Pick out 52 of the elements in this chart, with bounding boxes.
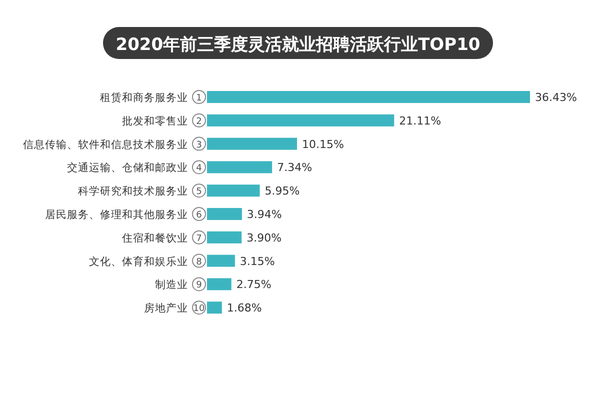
bar xyxy=(207,254,235,267)
data-label: 5.95% xyxy=(264,184,300,198)
annotation: 9 xyxy=(196,280,202,291)
rank: 8 xyxy=(192,254,206,268)
y-tick-label: 房地产业 xyxy=(144,302,188,315)
annotation: 6 xyxy=(196,210,202,220)
y-tick-label: 文化、体育和娱乐业 xyxy=(89,254,188,268)
data-label: 2.75% xyxy=(236,278,272,292)
rank: 2 xyxy=(192,113,206,128)
rank: 5 xyxy=(192,184,206,198)
y-tick-label: 信息传输、软件和信息技术服务业 xyxy=(23,138,188,151)
chart-title: 2020年前三季度灵活就业招聘活跃行业TOP10 xyxy=(116,35,480,55)
bar xyxy=(207,231,242,244)
annotation: 1 xyxy=(196,94,202,104)
title: 2020年前三季度灵活就业招聘活跃行业TOP10 xyxy=(103,27,493,59)
annotation: 4 xyxy=(196,164,202,174)
y-tick-label: 批发和零售业 xyxy=(122,114,188,128)
bar xyxy=(207,161,272,174)
annotation: 5 xyxy=(196,187,202,198)
rank: 4 xyxy=(192,160,206,174)
bar xyxy=(207,208,242,220)
rank: 9 xyxy=(192,277,206,292)
bar xyxy=(207,114,394,126)
data-label: 3.15% xyxy=(240,254,275,268)
y-tick-label: 住宿和餐饮业 xyxy=(122,231,188,244)
bar xyxy=(207,278,232,290)
bar xyxy=(207,91,530,103)
rank: 1 xyxy=(192,90,206,104)
y-tick-label: 交通运输、仓储和邮政业 xyxy=(67,161,188,174)
annotation: 2 xyxy=(196,116,202,127)
y-tick-label: 制造业 xyxy=(155,278,188,292)
y-tick-label: 居民服务、修理和其他服务业 xyxy=(45,208,188,221)
data-label: 36.43% xyxy=(535,91,577,104)
rank: 3 xyxy=(192,136,206,151)
annotation: 8 xyxy=(196,257,202,268)
data-label: 21.11% xyxy=(399,114,442,128)
data-label: 3.90% xyxy=(246,231,282,244)
rank: 10 xyxy=(192,300,206,315)
annotation: 3 xyxy=(196,140,202,150)
y-tick-label: 租赁和商务服务业 xyxy=(100,91,188,104)
data-label: 3.94% xyxy=(246,208,282,221)
y-tick-label: 科学研究和技术服务业 xyxy=(78,184,188,198)
rank: 6 xyxy=(192,207,206,221)
rank: 7 xyxy=(192,230,206,244)
bar xyxy=(207,138,297,150)
data-label: 1.68% xyxy=(226,302,262,315)
annotation: 10 xyxy=(193,304,205,314)
bar xyxy=(207,302,222,314)
data-label: 10.15% xyxy=(302,138,344,151)
bar xyxy=(207,184,260,197)
data-label: 7.34% xyxy=(277,161,312,174)
annotation: 7 xyxy=(196,234,202,244)
